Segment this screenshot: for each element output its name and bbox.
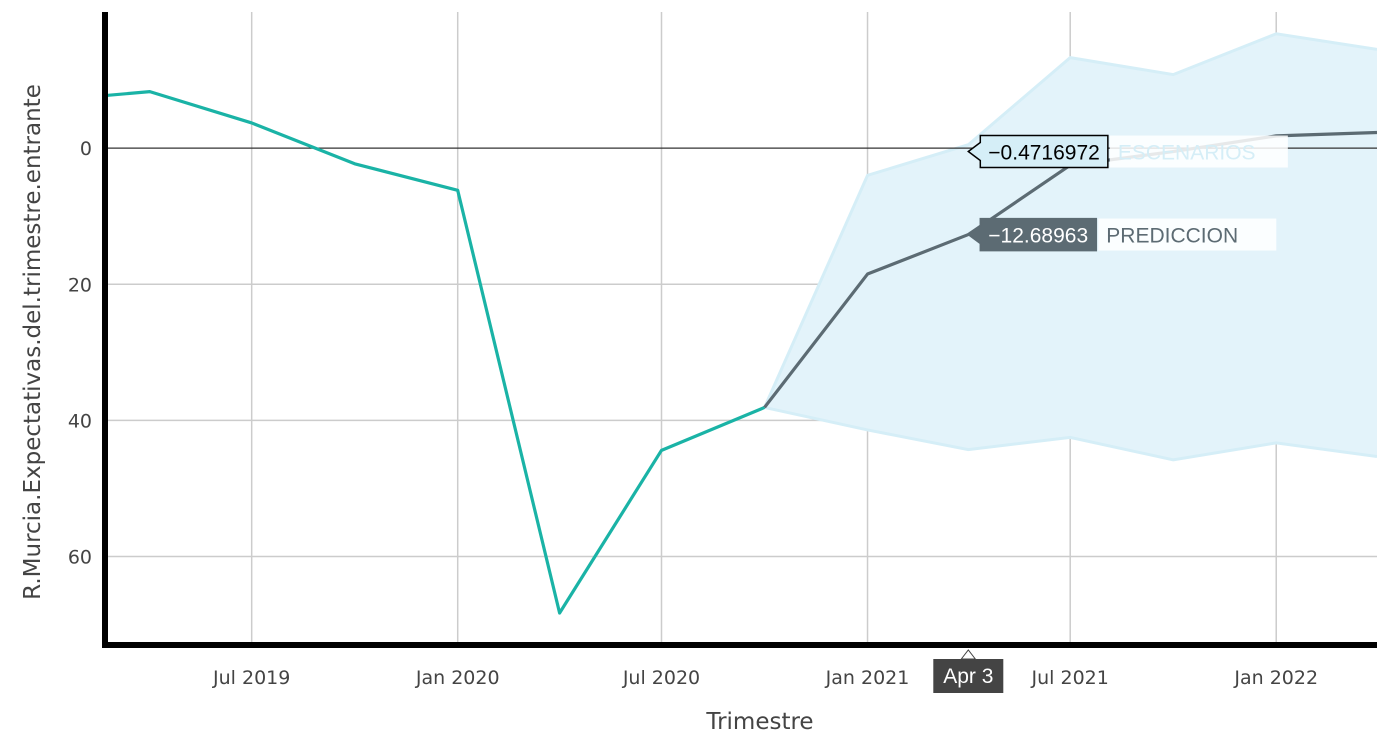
tooltip-name-bg	[1109, 135, 1288, 168]
y-tick-label: 40	[68, 410, 92, 432]
x-tick-label: Jan 2022	[1233, 667, 1318, 689]
x-hover-label: Apr 3	[943, 665, 993, 688]
tooltip-value: −0.4716972	[988, 142, 1100, 165]
tooltip-escenarios: −0.4716972 ESCENARIOS	[967, 134, 1288, 169]
y-tick-label: 60	[68, 547, 92, 569]
hover-tooltips: Apr 3 −0.4716972 ESCENARIOS −12.68963 PREDIC…	[933, 134, 1288, 693]
x-hover-label-box	[933, 659, 1004, 693]
x-tick-label: Jul 2019	[212, 667, 290, 689]
axes	[102, 12, 1377, 648]
y-axis-title: R.Murcia.Expectativas.del.trimestre.entr…	[20, 84, 46, 600]
x-axis-title: Trimestre	[705, 709, 813, 735]
x-tick-label: Jul 2021	[1031, 667, 1109, 689]
x-tick-label: Jul 2020	[622, 667, 700, 689]
tooltip-prediccion: −12.68963 PREDICCION	[967, 217, 1277, 252]
tooltip-value: −12.68963	[988, 225, 1088, 248]
tooltip-name-bg	[1098, 218, 1277, 251]
tooltip-box	[967, 134, 1109, 169]
y-tick-label: 0	[80, 138, 92, 160]
x-tick-label: Jan 2021	[825, 667, 910, 689]
tooltip-box	[967, 217, 1098, 252]
x-hover-pointer	[960, 649, 977, 660]
tooltip-series-name: PREDICCION	[1106, 225, 1238, 248]
observed-series-line	[105, 90, 766, 615]
x-tick-label: Jan 2020	[415, 667, 500, 689]
tick-labels: Jul 2019 Jan 2020 Jul 2020 Jan 2021 Jul 2021…	[68, 138, 1318, 689]
band-lower-line	[764, 405, 1377, 462]
y-tick-label: 20	[68, 274, 92, 296]
tooltip-series-name: ESCENARIOS	[1118, 142, 1256, 165]
band-upper-line	[763, 32, 1377, 409]
